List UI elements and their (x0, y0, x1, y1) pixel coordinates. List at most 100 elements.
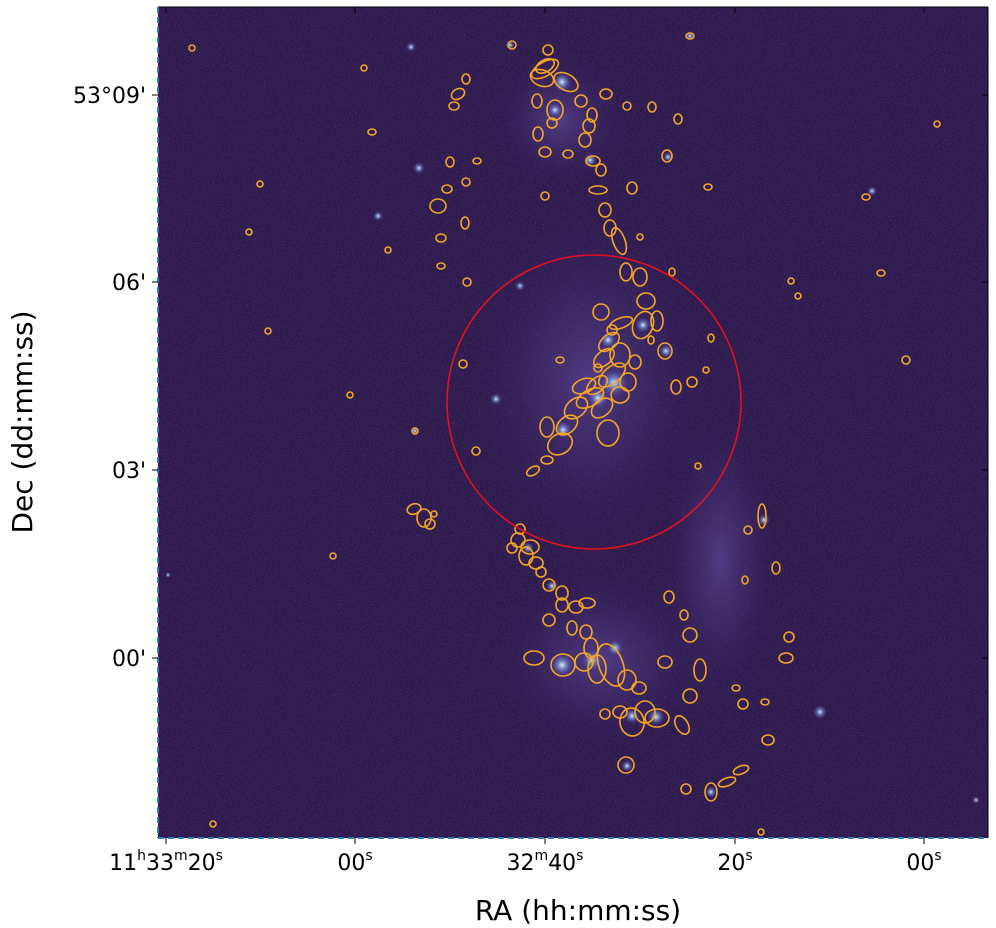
region-ellipse (578, 597, 596, 609)
region-ellipse (619, 262, 633, 282)
region-ellipse (794, 292, 802, 300)
region-ellipse (586, 107, 598, 123)
region-ellipse (901, 355, 911, 365)
region-ellipse (609, 342, 631, 368)
region-ellipse (546, 432, 574, 456)
region-ellipse (595, 163, 607, 177)
region-ellipse (760, 698, 770, 706)
region-ellipse (435, 233, 447, 243)
region-ellipse (245, 228, 253, 236)
y-tick-label: 03' (112, 459, 146, 484)
region-ellipse (608, 315, 634, 331)
y-axis-label: Dec (dd:mm:ss) (6, 310, 39, 533)
region-ellipse (599, 88, 613, 100)
region-ellipse (506, 542, 518, 554)
x-tick-label: 32m40s (507, 848, 584, 876)
region-ellipse (264, 327, 272, 335)
region-ellipse (673, 715, 691, 735)
region-ellipse (628, 354, 642, 370)
region-ellipse (539, 416, 555, 438)
region-ellipse (555, 585, 569, 601)
bright-knot (406, 42, 416, 52)
region-ellipse (702, 366, 710, 374)
region-ellipse (530, 58, 560, 80)
region-ellipse (461, 73, 471, 85)
x-tick-labels: 11h33m20s 00s 32m40s 20s 00s (109, 848, 942, 876)
region-ellipse (787, 277, 795, 285)
region-ellipse (514, 523, 526, 535)
region-ellipse (538, 146, 552, 158)
region-ellipse (682, 688, 698, 704)
region-ellipse (518, 546, 534, 566)
region-ellipse (574, 94, 588, 108)
region-ellipse (430, 510, 438, 518)
tick-marks (152, 7, 988, 844)
region-ellipse (657, 655, 673, 669)
region-ellipse (707, 333, 715, 343)
region-ellipse (876, 269, 886, 277)
region-ellipse (462, 277, 472, 287)
region-ellipse (461, 177, 471, 187)
bright-knot (550, 653, 574, 677)
region-ellipse (574, 652, 594, 672)
region-ellipse (610, 386, 630, 404)
region-ellipses (188, 32, 941, 836)
region-ellipse (458, 359, 468, 369)
region-ellipse (532, 126, 544, 142)
region-ellipse (507, 40, 517, 50)
bright-knot (758, 514, 770, 526)
region-ellipse (668, 267, 676, 277)
region-ellipse (694, 462, 702, 470)
region-ellipse (542, 613, 556, 627)
region-ellipse (546, 117, 558, 129)
region-ellipse (566, 620, 578, 636)
region-ellipse (450, 87, 466, 101)
region-ellipse (731, 684, 741, 692)
region-ellipse (520, 539, 540, 555)
region-ellipse (606, 324, 618, 336)
bright-knot (813, 705, 827, 719)
sky-image (158, 7, 988, 838)
region-ellipse (585, 155, 601, 167)
region-ellipse (424, 518, 436, 530)
region-ellipse (598, 202, 612, 218)
region-ellipse (771, 561, 781, 575)
y-tick-label: 53°09' (73, 84, 146, 109)
bright-knot (972, 796, 980, 804)
y-tick-label: 00' (112, 647, 146, 672)
region-ellipse (579, 624, 593, 640)
region-ellipse (597, 362, 627, 388)
region-ellipse (553, 71, 579, 93)
bright-knot (548, 103, 562, 117)
x-axis-label: RA (hh:mm:ss) (475, 894, 681, 927)
region-ellipse (599, 708, 611, 720)
region-ellipse (663, 590, 675, 604)
region-ellipse (411, 427, 419, 435)
region-ellipse (617, 756, 635, 774)
bright-knot (515, 281, 525, 291)
aperture-circle (446, 254, 742, 550)
region-ellipse (540, 191, 550, 201)
region-ellipse (757, 503, 767, 529)
region-ellipse (657, 342, 673, 360)
region-ellipse (647, 335, 655, 345)
x-tick-label: 00s (906, 848, 941, 876)
region-ellipse (555, 356, 565, 364)
region-ellipse (188, 44, 196, 52)
region-ellipse (542, 44, 554, 56)
region-ellipse (783, 631, 795, 643)
region-ellipse (743, 525, 753, 535)
bright-knot (867, 186, 877, 196)
region-ellipse (593, 363, 603, 373)
region-ellipse (445, 156, 455, 168)
region-ellipse (933, 120, 941, 128)
region-ellipse (673, 113, 683, 125)
bright-knot (373, 211, 383, 221)
region-ellipse (472, 157, 482, 165)
region-ellipse (619, 707, 645, 737)
region-ellipse (693, 658, 707, 682)
region-ellipse (682, 627, 698, 643)
x-tick-label: 20s (717, 848, 752, 876)
y-tick-labels: 53°09' 06' 03' 00' (73, 84, 146, 672)
region-ellipse (647, 101, 657, 113)
